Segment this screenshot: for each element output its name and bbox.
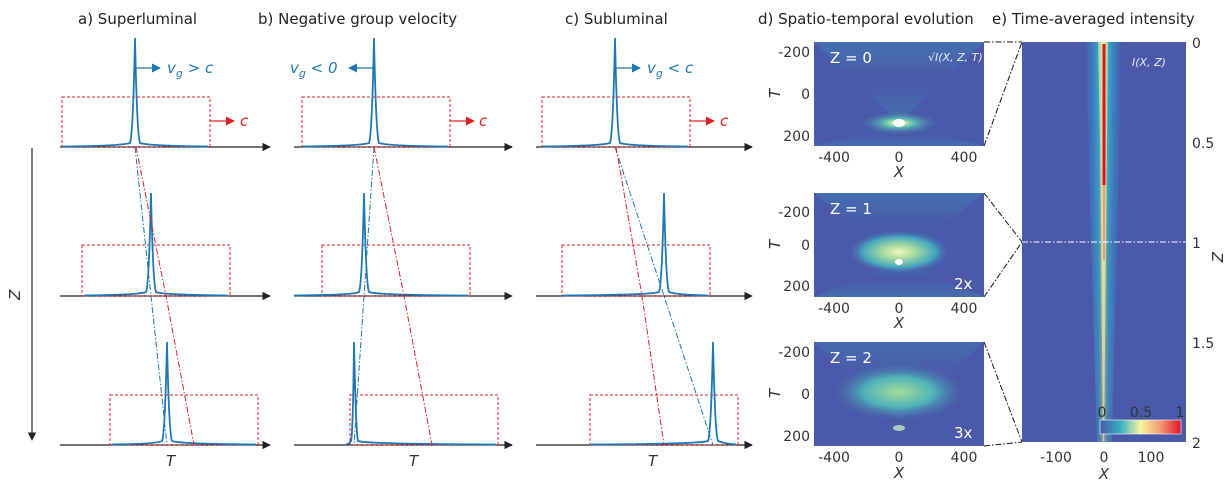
- panel-d-ytick: -200: [778, 345, 810, 361]
- panel-b-box-row3: [349, 394, 499, 446]
- panel-b-pulse-trajectory: [353, 146, 375, 446]
- panel-d-ytick: 200: [783, 429, 810, 445]
- panel-a-pulse-row2: [83, 192, 229, 297]
- panel-d-ytick: 0: [801, 87, 810, 103]
- panel-d-xtick: 400: [951, 150, 978, 166]
- panel-a-pulse-row1: [61, 37, 209, 148]
- panel-e-xtick: 100: [1138, 450, 1165, 466]
- panel-d-x-label: X: [893, 314, 905, 332]
- panel-d-xtick: 0: [895, 301, 904, 317]
- panel-d-axes-map3: -200 0 200 T -400 0 400 X: [766, 345, 977, 482]
- panel-d-ytick: 0: [801, 387, 810, 403]
- panel-d-map-z0-label: Z = 0: [830, 49, 872, 67]
- panel-d-ytick: 0: [801, 238, 810, 254]
- panel-d-map-z1-gain: 2x: [954, 275, 973, 293]
- panel-b-t-label: T: [409, 452, 420, 470]
- panel-d-map-z2: Z = 2 3x: [814, 342, 984, 446]
- panel-d-map-z0: Z = 0 √I(X, Z, T): [814, 42, 984, 146]
- panel-d-x-label: X: [893, 464, 905, 482]
- panel-d-connector-z2: [983, 341, 1023, 447]
- panel-d-xtick: -400: [818, 301, 850, 317]
- panel-c: vg < c c T: [536, 37, 753, 470]
- panel-e-map-label: I(X, Z): [1132, 56, 1166, 69]
- panel-c-pulse-row3: [589, 341, 737, 446]
- panel-e-xtick: -100: [1040, 450, 1072, 466]
- panel-d-x-label: X: [893, 163, 905, 181]
- panel-b-c-trajectory: [373, 146, 433, 446]
- panel-b-velocity-label: vg < 0: [290, 59, 338, 80]
- panel-a-pulse-row3: [111, 341, 257, 446]
- panel-c-pulse-row2: [561, 192, 709, 297]
- panel-b-pulse-row3: [345, 341, 497, 446]
- panel-b-box-row2: [321, 244, 471, 297]
- panel-a-box-row3: [109, 394, 259, 446]
- panel-a-box-row2: [81, 244, 231, 297]
- panel-c-pulse-row1: [541, 37, 689, 148]
- panel-a-title: a) Superluminal: [78, 10, 197, 28]
- panel-b-pulse-row1: [301, 37, 449, 148]
- panel-d-axes-map2: -200 0 200 T -400 0 400 X: [766, 205, 977, 332]
- panel-e-colorbar-tick: 1: [1176, 405, 1185, 421]
- panel-d-xtick: -400: [818, 150, 850, 166]
- panel-d-connector-z0: [983, 41, 1023, 147]
- panel-d-intensity-label: √I(X, Z, T): [928, 51, 983, 64]
- panel-c-pulse-trajectory: [614, 146, 714, 446]
- panel-d-y-label: T: [766, 238, 784, 249]
- panel-a: vg > c c T: [60, 37, 271, 470]
- panel-b-c-label: c: [479, 112, 488, 130]
- panel-c-velocity-label: vg < c: [647, 59, 694, 80]
- panel-d-ytick: 200: [783, 129, 810, 145]
- panel-e-z-label: Z: [1208, 251, 1226, 263]
- panel-d-ytick: 200: [783, 279, 810, 295]
- panel-c-c-trajectory: [615, 146, 665, 446]
- panel-e-ztick: 0.5: [1192, 136, 1214, 152]
- panel-e-ztick: 0: [1192, 36, 1201, 52]
- panel-a-velocity-label: vg > c: [167, 59, 214, 80]
- panel-e-title: e) Time-averaged intensity: [992, 10, 1195, 28]
- panel-a-t-label: T: [166, 452, 177, 470]
- panel-e-xtick: 0: [1100, 450, 1109, 466]
- panel-d-xtick: 400: [951, 450, 978, 466]
- panel-d-map-z2-gain: 3x: [954, 424, 973, 442]
- panel-d-xtick: -400: [818, 450, 850, 466]
- panel-c-t-label: T: [648, 452, 659, 470]
- panel-b-title: b) Negative group velocity: [258, 10, 457, 28]
- panel-d: Z = 0 √I(X, Z, T) Z = 1 2x Z = 2 3x -200…: [766, 41, 1023, 482]
- panel-b-pulse-row2: [293, 192, 469, 297]
- panel-e-ztick: 1: [1192, 236, 1201, 252]
- panel-e-ztick: 2: [1192, 436, 1201, 452]
- panel-b: vg < 0 c T: [290, 37, 513, 470]
- panel-d-xtick: 0: [895, 150, 904, 166]
- panel-d-map-z2-label: Z = 2: [830, 349, 872, 367]
- panel-c-box-row2: [561, 244, 711, 297]
- panel-e-colorbar-tick: 0: [1098, 405, 1107, 421]
- panel-d-map-z1: Z = 1 2x: [814, 193, 984, 297]
- panel-d-xtick: 0: [895, 450, 904, 466]
- panel-e: I(X, Z) 0 0.5 1 -100 0 100 X 0 0.5 1 1.5…: [1022, 36, 1226, 483]
- panel-a-c-label: c: [240, 112, 249, 130]
- panel-e-colorbar: [1099, 419, 1182, 435]
- panel-c-c-label: c: [720, 112, 729, 130]
- panel-d-y-label: T: [766, 387, 784, 398]
- panel-a-c-trajectory: [135, 146, 195, 446]
- panel-d-map-z1-label: Z = 1: [830, 200, 872, 218]
- panel-c-title: c) Subluminal: [565, 10, 668, 28]
- panel-d-xtick: 400: [951, 301, 978, 317]
- panel-a-pulse-trajectory: [134, 146, 168, 446]
- z-axis-label: Z: [6, 289, 24, 301]
- panel-d-ytick: -200: [778, 45, 810, 61]
- panel-d-title: d) Spatio-temporal evolution: [758, 10, 974, 28]
- panel-b-box-row1: [301, 96, 451, 148]
- panel-d-y-label: T: [766, 87, 784, 98]
- panel-d-ytick: -200: [778, 205, 810, 221]
- panel-e-x-label: X: [1098, 465, 1110, 483]
- panel-d-axes-map1: -200 0 200 T -400 0 400 X: [766, 45, 977, 181]
- panel-d-connector-z1: [983, 192, 1023, 298]
- panel-e-colorbar-tick: 0.5: [1130, 405, 1152, 421]
- panel-e-ztick: 1.5: [1192, 336, 1214, 352]
